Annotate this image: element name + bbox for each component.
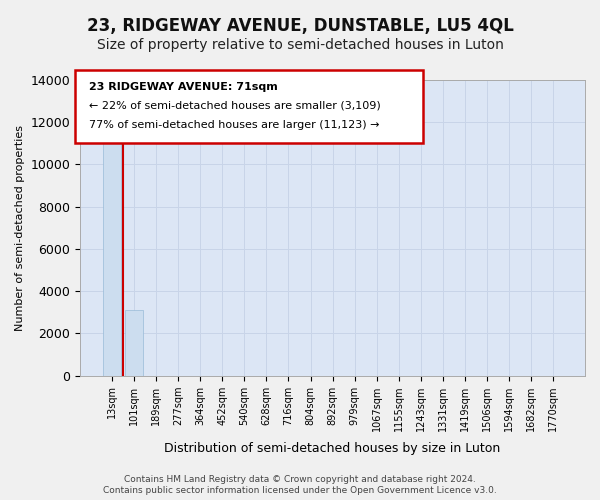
Text: Contains HM Land Registry data © Crown copyright and database right 2024.: Contains HM Land Registry data © Crown c… [124, 475, 476, 484]
Text: Contains public sector information licensed under the Open Government Licence v3: Contains public sector information licen… [103, 486, 497, 495]
Bar [125, 310, 143, 376]
Text: 23, RIDGEWAY AVENUE, DUNSTABLE, LU5 4QL: 23, RIDGEWAY AVENUE, DUNSTABLE, LU5 4QL [86, 18, 514, 36]
Text: ← 22% of semi-detached houses are smaller (3,109): ← 22% of semi-detached houses are smalle… [89, 101, 380, 111]
Text: 23 RIDGEWAY AVENUE: 71sqm: 23 RIDGEWAY AVENUE: 71sqm [89, 82, 278, 92]
Text: 77% of semi-detached houses are larger (11,123) →: 77% of semi-detached houses are larger (… [89, 120, 379, 130]
Bar [103, 133, 121, 376]
Y-axis label: Number of semi-detached properties: Number of semi-detached properties [15, 125, 25, 331]
X-axis label: Distribution of semi-detached houses by size in Luton: Distribution of semi-detached houses by … [164, 442, 501, 455]
Text: Size of property relative to semi-detached houses in Luton: Size of property relative to semi-detach… [97, 38, 503, 52]
